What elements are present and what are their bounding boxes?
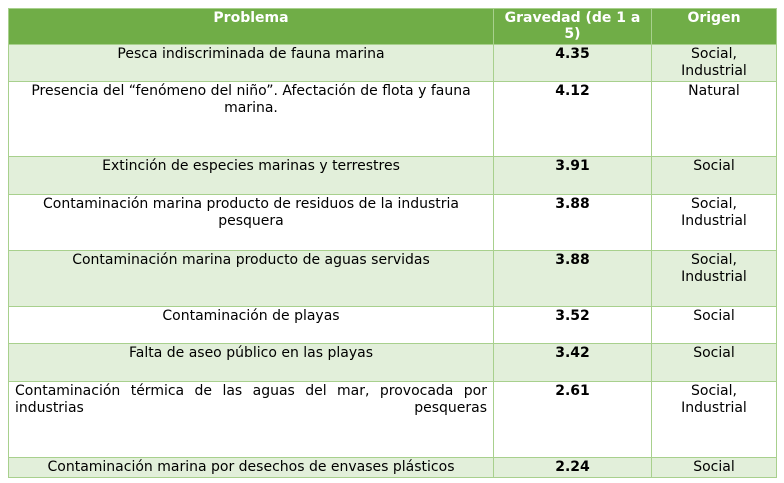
problema-cell: Contaminación marina producto de aguas s…	[8, 250, 494, 307]
gravedad-cell: 3.42	[493, 343, 652, 382]
header-origen: Origen	[651, 8, 777, 45]
origen-cell: Social	[651, 306, 777, 344]
problema-cell: Presencia del “fenómeno del niño”. Afect…	[8, 81, 494, 157]
gravedad-cell: 2.61	[493, 381, 652, 458]
gravedad-cell: 4.12	[493, 81, 652, 157]
problema-cell: Extinción de especies marinas y terrestr…	[8, 156, 494, 195]
table-row: Falta de aseo público en las playas 3.42…	[8, 343, 777, 382]
problems-table: Problema Gravedad (de 1 a 5) Origen Pesc…	[8, 8, 777, 478]
gravedad-cell: 3.52	[493, 306, 652, 344]
table-row: Contaminación marina producto de residuo…	[8, 194, 777, 251]
problema-cell: Contaminación de playas	[8, 306, 494, 344]
gravedad-cell: 2.24	[493, 457, 652, 478]
gravedad-cell: 4.35	[493, 44, 652, 82]
origen-cell: Social, Industrial	[651, 44, 777, 82]
origen-cell: Social	[651, 457, 777, 478]
gravedad-cell: 3.91	[493, 156, 652, 195]
origen-cell: Social	[651, 343, 777, 382]
problema-cell: Pesca indiscriminada de fauna marina	[8, 44, 494, 82]
table-row: Extinción de especies marinas y terrestr…	[8, 156, 777, 195]
origen-cell: Social, Industrial	[651, 194, 777, 251]
origen-cell: Social	[651, 156, 777, 195]
problema-cell: Contaminación marina por desechos de env…	[8, 457, 494, 478]
table-row: Contaminación marina por desechos de env…	[8, 457, 777, 478]
origen-cell: Social, Industrial	[651, 250, 777, 307]
origen-cell: Social, Industrial	[651, 381, 777, 458]
gravedad-cell: 3.88	[493, 250, 652, 307]
problema-cell: Contaminación marina producto de residuo…	[8, 194, 494, 251]
header-row: Problema Gravedad (de 1 a 5) Origen	[8, 8, 777, 45]
problema-cell: Contaminación térmica de las aguas del m…	[8, 381, 494, 458]
table-row: Pesca indiscriminada de fauna marina 4.3…	[8, 44, 777, 82]
table-row: Contaminación de playas 3.52 Social	[8, 306, 777, 344]
problema-cell: Falta de aseo público en las playas	[8, 343, 494, 382]
table-row: Presencia del “fenómeno del niño”. Afect…	[8, 81, 777, 157]
gravedad-cell: 3.88	[493, 194, 652, 251]
table-row: Contaminación marina producto de aguas s…	[8, 250, 777, 307]
header-problema: Problema	[8, 8, 494, 45]
header-gravedad: Gravedad (de 1 a 5)	[493, 8, 652, 45]
table-row: Contaminación térmica de las aguas del m…	[8, 381, 777, 458]
origen-cell: Natural	[651, 81, 777, 157]
